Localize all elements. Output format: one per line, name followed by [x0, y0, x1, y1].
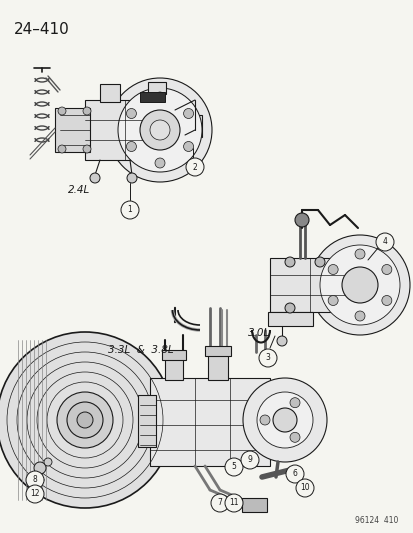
FancyBboxPatch shape — [204, 346, 230, 356]
FancyBboxPatch shape — [165, 356, 183, 380]
Circle shape — [276, 336, 286, 346]
Text: 9: 9 — [247, 456, 252, 464]
Circle shape — [242, 378, 326, 462]
Circle shape — [328, 295, 337, 305]
Circle shape — [58, 107, 66, 115]
Circle shape — [121, 201, 139, 219]
Circle shape — [26, 485, 44, 503]
Text: 8: 8 — [33, 475, 37, 484]
Text: 24–410: 24–410 — [14, 22, 69, 37]
FancyBboxPatch shape — [85, 100, 175, 160]
Circle shape — [127, 173, 137, 183]
Circle shape — [44, 458, 52, 466]
Circle shape — [354, 249, 364, 259]
Text: 3.0L: 3.0L — [247, 328, 270, 338]
Circle shape — [256, 392, 312, 448]
Text: 2: 2 — [192, 163, 197, 172]
Circle shape — [83, 145, 91, 153]
Circle shape — [183, 141, 193, 151]
Circle shape — [90, 173, 100, 183]
FancyBboxPatch shape — [161, 350, 185, 360]
Circle shape — [154, 92, 165, 102]
Text: 3: 3 — [265, 353, 270, 362]
Text: 1: 1 — [127, 206, 132, 214]
Circle shape — [224, 458, 242, 476]
FancyBboxPatch shape — [140, 92, 165, 102]
Circle shape — [314, 257, 324, 267]
Circle shape — [57, 392, 113, 448]
Circle shape — [295, 479, 313, 497]
Circle shape — [211, 494, 228, 512]
Circle shape — [154, 158, 165, 168]
Text: 4: 4 — [382, 238, 387, 246]
Circle shape — [284, 257, 294, 267]
Circle shape — [354, 311, 364, 321]
Circle shape — [259, 415, 269, 425]
FancyBboxPatch shape — [100, 84, 120, 102]
FancyBboxPatch shape — [147, 82, 166, 94]
FancyBboxPatch shape — [55, 108, 90, 152]
Circle shape — [272, 408, 296, 432]
Circle shape — [150, 120, 170, 140]
Circle shape — [58, 145, 66, 153]
Text: 12: 12 — [30, 489, 40, 498]
Circle shape — [294, 213, 308, 227]
Circle shape — [341, 267, 377, 303]
Circle shape — [34, 462, 46, 474]
Circle shape — [126, 109, 136, 118]
Circle shape — [185, 158, 204, 176]
Text: 96124  410: 96124 410 — [354, 516, 397, 525]
Circle shape — [289, 398, 299, 408]
Circle shape — [108, 78, 211, 182]
Circle shape — [26, 471, 44, 489]
Circle shape — [259, 349, 276, 367]
Text: 11: 11 — [229, 498, 238, 507]
Text: 3.3L  &  3.8L: 3.3L & 3.8L — [108, 345, 173, 355]
Text: 10: 10 — [299, 483, 309, 492]
Circle shape — [183, 109, 193, 118]
Circle shape — [126, 141, 136, 151]
Text: 2.4L: 2.4L — [68, 185, 90, 195]
Circle shape — [83, 107, 91, 115]
Circle shape — [140, 110, 180, 150]
Text: 7: 7 — [217, 498, 222, 507]
FancyBboxPatch shape — [207, 352, 228, 380]
Circle shape — [67, 402, 103, 438]
Text: 5: 5 — [231, 463, 236, 472]
FancyBboxPatch shape — [267, 312, 312, 326]
Circle shape — [224, 494, 242, 512]
Circle shape — [381, 295, 391, 305]
Circle shape — [0, 332, 173, 508]
Text: 6: 6 — [292, 470, 297, 479]
Circle shape — [328, 264, 337, 274]
Circle shape — [77, 412, 93, 428]
FancyBboxPatch shape — [242, 498, 266, 512]
Circle shape — [309, 235, 409, 335]
Circle shape — [285, 465, 303, 483]
Circle shape — [118, 88, 202, 172]
Circle shape — [381, 264, 391, 274]
FancyBboxPatch shape — [150, 378, 269, 466]
Circle shape — [289, 432, 299, 442]
Circle shape — [240, 451, 259, 469]
FancyBboxPatch shape — [138, 395, 156, 447]
FancyBboxPatch shape — [269, 258, 369, 312]
FancyBboxPatch shape — [188, 115, 202, 137]
Circle shape — [284, 303, 294, 313]
Circle shape — [319, 245, 399, 325]
Circle shape — [375, 233, 393, 251]
